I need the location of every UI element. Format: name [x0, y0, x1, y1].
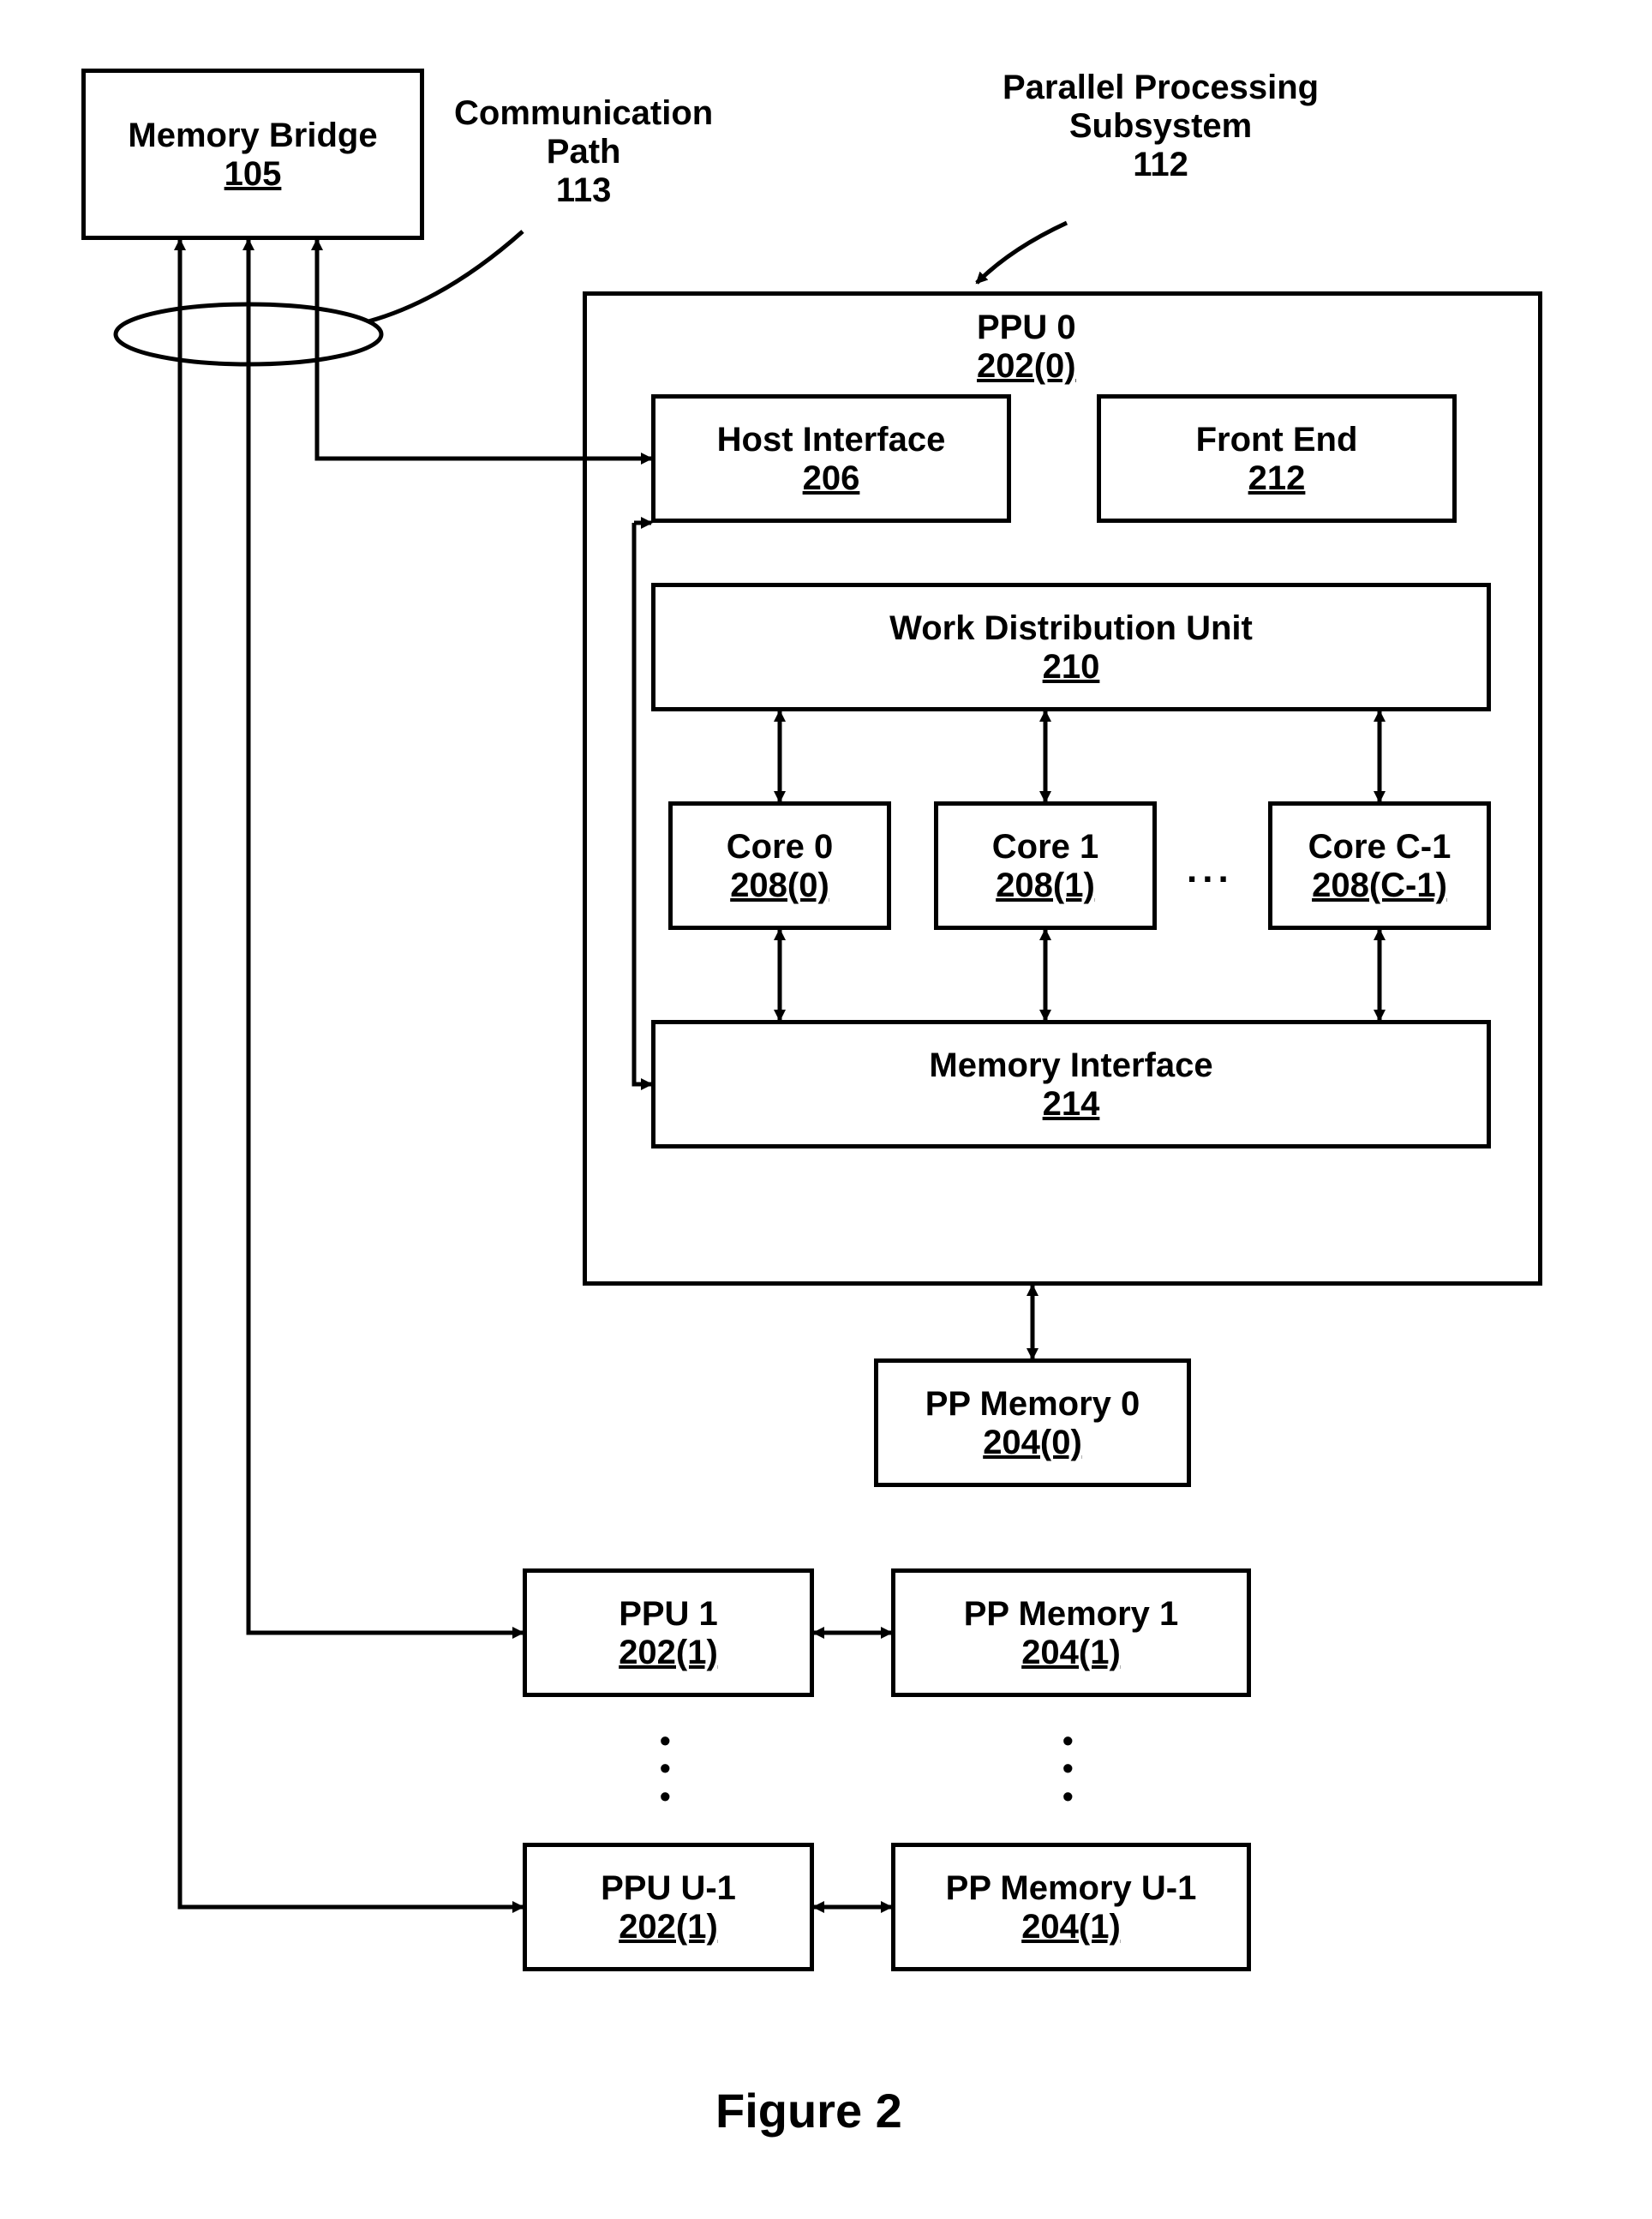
- ppu0-ref: 202(0): [977, 347, 1076, 386]
- ppu1-title: PPU 1: [619, 1594, 718, 1634]
- box-ppuU: PPU U-1 202(1): [523, 1843, 814, 1971]
- wdu-ref: 210: [1043, 648, 1100, 687]
- box-wdu: Work Distribution Unit 210: [651, 583, 1491, 711]
- core1-ref: 208(1): [996, 867, 1095, 905]
- host-if-ref: 206: [803, 459, 860, 498]
- mem-if-title: Memory Interface: [929, 1046, 1212, 1085]
- front-end-title: Front End: [1196, 420, 1358, 459]
- comm-path-line1: Communication: [454, 94, 713, 133]
- core1-title: Core 1: [992, 827, 1099, 867]
- box-ppu1: PPU 1 202(1): [523, 1568, 814, 1697]
- core0-title: Core 0: [727, 827, 834, 867]
- comm-path-ref: 113: [454, 171, 713, 210]
- box-front-end: Front End 212: [1097, 394, 1457, 523]
- box-ppmemU: PP Memory U-1 204(1): [891, 1843, 1251, 1971]
- coreC-title: Core C-1: [1308, 827, 1451, 867]
- diagram-canvas: Memory Bridge 105 Communication Path 113…: [0, 0, 1652, 2219]
- box-core0: Core 0 208(0): [668, 801, 891, 930]
- box-ppmem0: PP Memory 0 204(0): [874, 1358, 1191, 1487]
- mem-if-ref: 214: [1043, 1085, 1100, 1124]
- ppuU-ref: 202(1): [619, 1908, 718, 1946]
- box-ppmem1: PP Memory 1 204(1): [891, 1568, 1251, 1697]
- ppu0-heading: PPU 0 202(0): [977, 309, 1076, 386]
- annotation-comm-path: Communication Path 113: [454, 94, 713, 210]
- ellipsis-ppmem: •••: [1062, 1727, 1074, 1810]
- front-end-ref: 212: [1248, 459, 1306, 498]
- ppmemU-title: PP Memory U-1: [946, 1868, 1197, 1908]
- box-mem-if: Memory Interface 214: [651, 1020, 1491, 1148]
- host-if-title: Host Interface: [717, 420, 946, 459]
- ppmemU-ref: 204(1): [1021, 1908, 1121, 1946]
- memory-bridge-ref: 105: [224, 155, 282, 194]
- ellipsis-ppu: •••: [660, 1727, 671, 1810]
- ppmem0-ref: 204(0): [983, 1424, 1082, 1462]
- ppu0-title: PPU 0: [977, 309, 1076, 347]
- box-host-interface: Host Interface 206: [651, 394, 1011, 523]
- core0-ref: 208(0): [730, 867, 829, 905]
- pps-line1: Parallel Processing: [1003, 69, 1319, 107]
- memory-bridge-title: Memory Bridge: [128, 116, 377, 155]
- figure-caption: Figure 2: [715, 2083, 902, 2138]
- pps-line2: Subsystem: [1003, 107, 1319, 146]
- ellipsis-cores: ...: [1187, 849, 1234, 891]
- pps-ref: 112: [1003, 146, 1319, 184]
- coreC-ref: 208(C-1): [1312, 867, 1447, 905]
- ppmem1-ref: 204(1): [1021, 1634, 1121, 1672]
- ppuU-title: PPU U-1: [601, 1868, 736, 1908]
- comm-path-line2: Path: [454, 133, 713, 171]
- ppu1-ref: 202(1): [619, 1634, 718, 1672]
- box-memory-bridge: Memory Bridge 105: [81, 69, 424, 240]
- ppmem1-title: PP Memory 1: [964, 1594, 1179, 1634]
- wdu-title: Work Distribution Unit: [889, 609, 1253, 648]
- box-core1: Core 1 208(1): [934, 801, 1157, 930]
- box-coreC: Core C-1 208(C-1): [1268, 801, 1491, 930]
- ppmem0-title: PP Memory 0: [925, 1384, 1140, 1424]
- annotation-pps: Parallel Processing Subsystem 112: [1003, 69, 1319, 184]
